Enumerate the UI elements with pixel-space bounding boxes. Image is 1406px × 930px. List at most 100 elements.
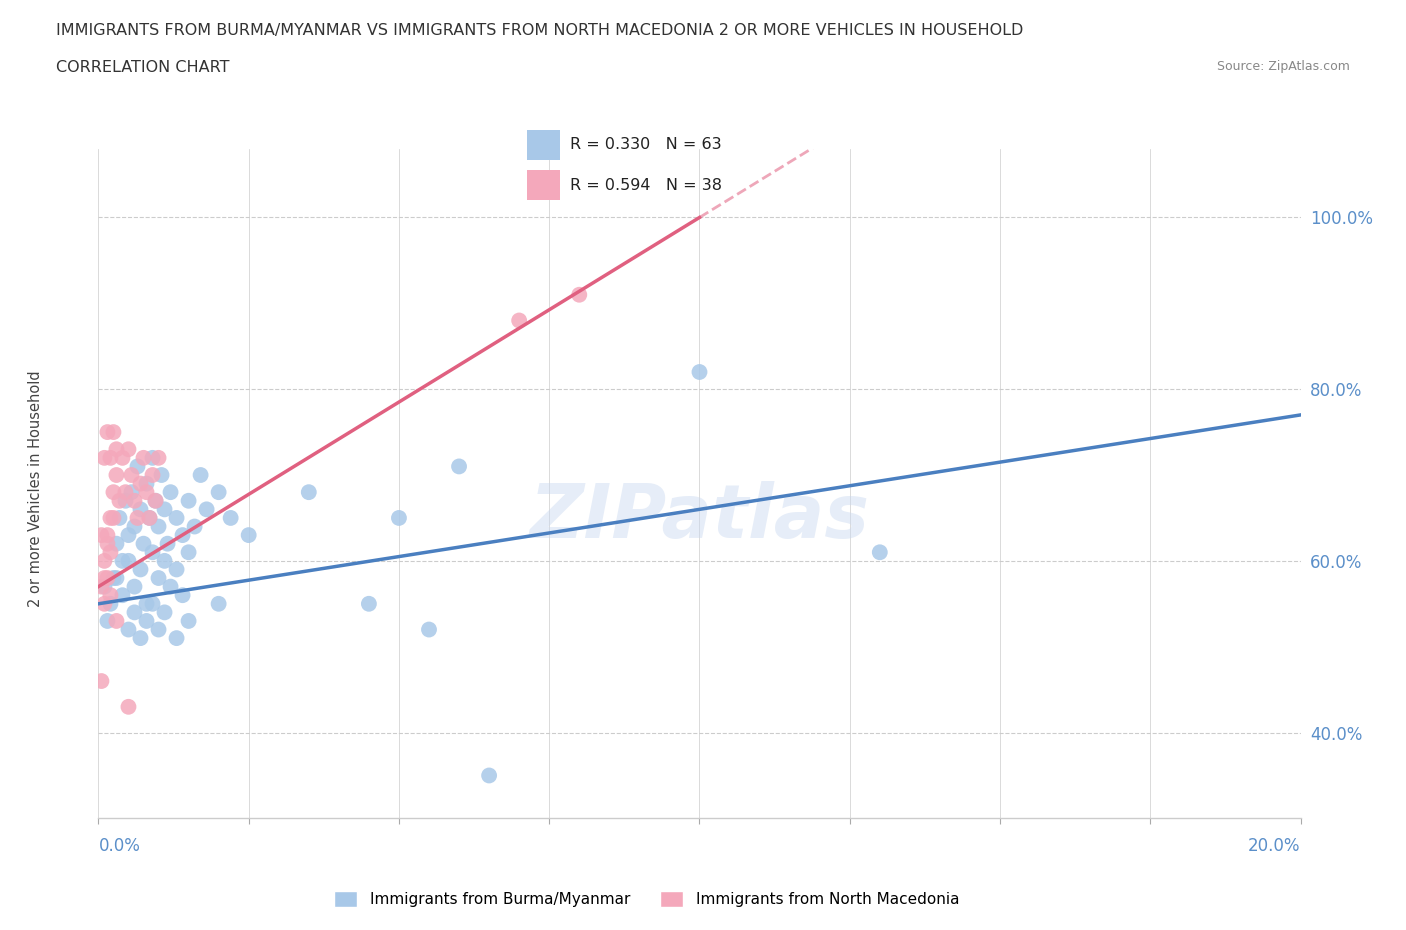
Text: CORRELATION CHART: CORRELATION CHART: [56, 60, 229, 75]
Point: [108, 493, 131, 508]
Point: [103, 511, 125, 525]
Point: [121, 485, 143, 499]
Point: [124, 519, 146, 534]
Point: [508, 313, 530, 328]
Point: [153, 604, 176, 619]
Point: [208, 485, 231, 499]
Text: Source: ZipAtlas.com: Source: ZipAtlas.com: [1216, 60, 1350, 73]
Point: [159, 485, 181, 499]
Point: [141, 450, 163, 465]
Point: [148, 571, 170, 586]
Point: [100, 588, 122, 603]
Point: [357, 596, 380, 611]
Point: [100, 511, 122, 525]
Point: [132, 537, 155, 551]
Point: [135, 485, 157, 499]
Point: [117, 699, 139, 714]
Point: [117, 527, 139, 542]
Point: [195, 502, 218, 517]
Point: [129, 562, 152, 577]
Text: 20.0%: 20.0%: [1249, 837, 1301, 855]
Point: [138, 511, 160, 525]
Point: [124, 604, 146, 619]
Point: [148, 622, 170, 637]
Point: [93, 553, 115, 568]
Point: [111, 553, 134, 568]
Point: [141, 596, 163, 611]
Point: [219, 511, 242, 525]
Point: [105, 537, 128, 551]
Point: [93, 450, 115, 465]
Point: [298, 485, 321, 499]
Text: 0.0%: 0.0%: [98, 837, 141, 855]
Point: [114, 485, 136, 499]
FancyBboxPatch shape: [527, 130, 560, 160]
Point: [127, 459, 149, 474]
Point: [100, 545, 122, 560]
Point: [447, 459, 470, 474]
Point: [129, 502, 152, 517]
Point: [103, 425, 125, 440]
Point: [117, 553, 139, 568]
Point: [135, 476, 157, 491]
Point: [90, 579, 112, 594]
Text: R = 0.594   N = 38: R = 0.594 N = 38: [569, 178, 721, 193]
Point: [117, 622, 139, 637]
Point: [177, 614, 200, 629]
Point: [135, 614, 157, 629]
Point: [132, 450, 155, 465]
Point: [172, 588, 194, 603]
Point: [114, 493, 136, 508]
Point: [96, 571, 118, 586]
Point: [138, 511, 160, 525]
Point: [96, 537, 118, 551]
Point: [111, 588, 134, 603]
Point: [96, 614, 118, 629]
Point: [208, 596, 231, 611]
Text: R = 0.330   N = 63: R = 0.330 N = 63: [569, 138, 721, 153]
Point: [100, 450, 122, 465]
Point: [238, 527, 260, 542]
Point: [153, 553, 176, 568]
Point: [93, 579, 115, 594]
Point: [96, 527, 118, 542]
Point: [124, 493, 146, 508]
Point: [172, 527, 194, 542]
Point: [689, 365, 711, 379]
Point: [153, 502, 176, 517]
Point: [105, 571, 128, 586]
Point: [388, 511, 411, 525]
Legend: Immigrants from Burma/Myanmar, Immigrants from North Macedonia: Immigrants from Burma/Myanmar, Immigrant…: [328, 884, 966, 913]
Point: [90, 527, 112, 542]
Point: [129, 476, 152, 491]
Point: [93, 596, 115, 611]
Point: [478, 768, 501, 783]
Point: [177, 493, 200, 508]
Point: [159, 579, 181, 594]
Point: [117, 442, 139, 457]
Point: [177, 545, 200, 560]
Point: [156, 537, 179, 551]
Point: [129, 631, 152, 645]
Point: [108, 511, 131, 525]
Point: [141, 468, 163, 483]
Point: [148, 450, 170, 465]
Point: [90, 673, 112, 688]
Text: IMMIGRANTS FROM BURMA/MYANMAR VS IMMIGRANTS FROM NORTH MACEDONIA 2 OR MORE VEHIC: IMMIGRANTS FROM BURMA/MYANMAR VS IMMIGRA…: [56, 23, 1024, 38]
Point: [166, 562, 188, 577]
Point: [121, 468, 143, 483]
Point: [96, 425, 118, 440]
Point: [103, 485, 125, 499]
Point: [418, 622, 440, 637]
Point: [145, 493, 167, 508]
Point: [148, 519, 170, 534]
FancyBboxPatch shape: [527, 170, 560, 201]
Point: [135, 596, 157, 611]
Text: 2 or more Vehicles in Household: 2 or more Vehicles in Household: [28, 370, 42, 606]
Point: [127, 511, 149, 525]
Point: [103, 571, 125, 586]
Point: [93, 571, 115, 586]
Point: [100, 596, 122, 611]
Point: [190, 468, 212, 483]
Point: [105, 442, 128, 457]
